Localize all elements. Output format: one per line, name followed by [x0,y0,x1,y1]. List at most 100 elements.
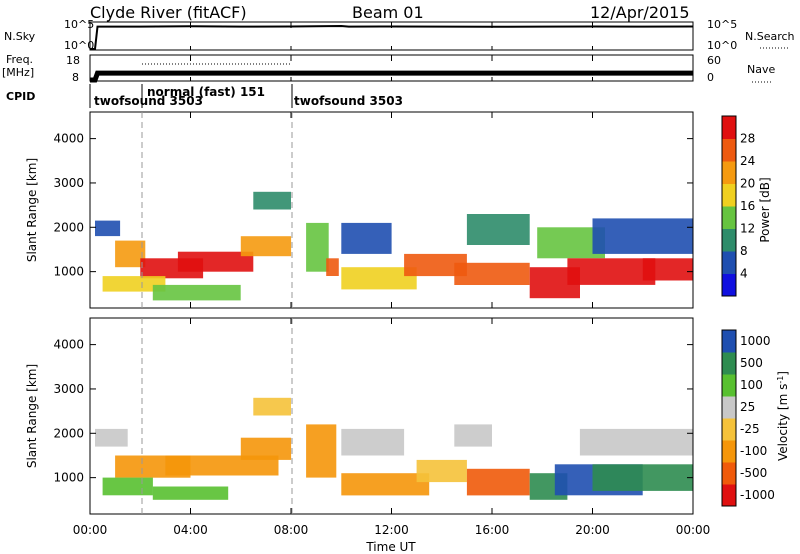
data-cell-9 [341,473,430,496]
velocity-colorbar: 1000 500 100 25 -25 -100 -500 -1000 [721,329,775,507]
cpid-segment-3: twofsound 3503 [294,94,403,108]
cpid-segment-1: twofsound 3503 [94,94,203,108]
power-colorbar-swatch-0 [722,273,736,297]
velocity-cells [95,397,693,500]
data-cell-14 [454,262,530,285]
x-axis-ticks: 00:00 04:00 08:00 12:00 16:00 20:00 00:00 [73,22,710,537]
data-cell-6 [253,397,291,416]
power-colorbar-tick-3: 16 [740,199,755,213]
nsky-label: N.Sky [4,30,36,43]
xtick-label-2: 08:00 [274,523,309,537]
velocity-colorbar-swatch-1 [722,462,736,485]
velocity-colorbar-swatch-4 [722,396,736,419]
data-cell-9 [326,258,339,276]
xtick-label-0: 00:00 [73,523,108,537]
ytick-label-2: 3000 [53,176,84,190]
power-colorbar-swatch-1 [722,251,736,274]
data-cell-5 [152,486,229,500]
data-cell-4 [240,437,292,460]
data-cell-19 [592,218,693,254]
power-colorbar-swatch-4 [722,183,736,207]
velocity-colorbar-tick-0: 1000 [740,334,771,348]
x-axis-label: Time UT [365,540,416,554]
data-cell-16 [579,428,693,456]
freq-ytick-18: 18 [66,54,80,67]
data-cell-6 [152,284,241,301]
nave-label: Nave [747,63,775,76]
cpid-segment-2: normal (fast) 151 [147,85,265,99]
nave-ytick-60: 60 [707,54,721,67]
velocity-colorbar-tick-1: 500 [740,356,763,370]
nsky-right-ytick-top: 10^5 [707,18,737,31]
data-cell-0 [95,220,121,237]
station-title: Clyde River (fitACF) [90,3,247,22]
freq-series [90,70,693,83]
power-colorbar-swatch-7 [722,116,736,139]
power-colorbar-tick-2: 12 [740,222,755,236]
velocity-yticks: 1000 2000 3000 4000 [53,338,693,485]
velocity-colorbar-swatch-2 [722,440,736,463]
velocity-colorbar-swatch-7 [722,330,736,353]
data-cell-3 [177,251,254,272]
ytick-label-3: 4000 [53,338,84,352]
beam-title: Beam 01 [352,3,424,22]
data-cell-0 [95,428,128,447]
velocity-colorbar-frame [721,329,737,507]
data-cell-10 [416,459,467,483]
data-cell-12 [466,468,530,496]
power-yticks: 1000 2000 3000 4000 [53,132,693,279]
nsky-ytick-top: 10^5 [64,18,94,31]
power-colorbar-swatch-3 [722,206,736,229]
ytick-label-0: 1000 [53,471,84,485]
velocity-ylabel: Slant Range [km] [25,364,39,468]
nsearch-label: N.Search [745,30,795,43]
data-cell-13 [466,214,530,245]
velocity-colorbar-label: Velocity [m s-1] [776,371,791,461]
xtick-label-3: 12:00 [374,523,409,537]
power-colorbar-tick-1: 8 [740,244,748,258]
data-cell-1 [115,240,146,268]
data-cell-2 [102,477,153,496]
velocity-colorbar-tick-3: 25 [740,400,755,414]
nave-ytick-0: 0 [707,71,714,84]
data-cell-18 [642,258,694,281]
velocity-colorbar-swatch-0 [722,484,736,507]
velocity-colorbar-label-exp: -1 [776,376,785,384]
data-cell-8 [306,222,329,272]
xtick-label-4: 16:00 [475,523,510,537]
data-cell-11 [454,424,492,447]
cpid-label: CPID [6,90,35,103]
data-cell-3 [165,455,279,476]
xtick-label-1: 04:00 [173,523,208,537]
data-cell-8 [341,428,405,456]
ytick-label-0: 1000 [53,265,84,279]
velocity-colorbar-tick-6: -500 [740,466,767,480]
ytick-label-2: 3000 [53,382,84,396]
power-colorbar-label: Power [dB] [758,177,772,242]
ytick-label-1: 2000 [53,220,84,234]
velocity-colorbar-tick-5: -100 [740,444,767,458]
nsky-ytick-bottom: 10^0 [64,39,94,52]
power-colorbar-tick-5: 24 [740,154,755,168]
data-cell-17 [567,258,656,285]
freq-label: Freq. [6,53,33,66]
data-cell-12 [404,253,467,277]
freq-unit-label: [MHz] [2,66,34,79]
power-colorbar-tick-0: 4 [740,267,748,281]
data-cell-7 [306,424,337,478]
data-cell-11 [341,267,417,290]
data-cell-4 [240,236,292,257]
power-colorbar: 4 8 12 16 20 24 28 [721,115,755,297]
velocity-colorbar-swatch-3 [722,418,736,441]
velocity-colorbar-tick-2: 100 [740,378,763,392]
nsky-right-ytick-bottom: 10^0 [707,39,737,52]
power-colorbar-frame [721,115,737,297]
data-cell-5 [102,276,166,292]
power-colorbar-tick-6: 28 [740,132,755,146]
ytick-label-1: 2000 [53,426,84,440]
data-cell-15 [592,464,693,491]
velocity-colorbar-label-text: Velocity [m s [776,384,790,461]
power-colorbar-swatch-5 [722,161,736,184]
date-title: 12/Apr/2015 [590,3,690,22]
